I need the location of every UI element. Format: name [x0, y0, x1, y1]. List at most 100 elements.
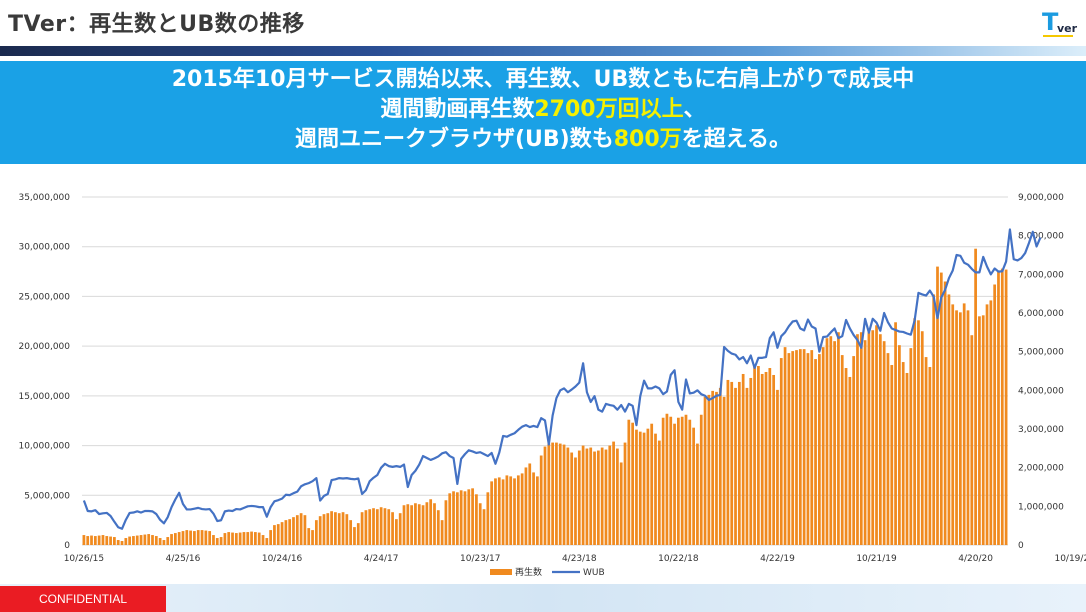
- bar: [189, 530, 192, 545]
- bar: [166, 537, 170, 545]
- bar: [147, 534, 151, 545]
- x-tick-label: 4/22/19: [760, 554, 795, 564]
- bar: [966, 310, 970, 545]
- x-tick-label: 4/24/17: [364, 554, 399, 564]
- banner-line-3-suffix: を超える。: [681, 127, 792, 152]
- bar: [536, 476, 539, 545]
- bar: [158, 538, 162, 545]
- bar: [375, 509, 379, 545]
- bar: [859, 332, 863, 545]
- y-right-tick-label: 6,000,000: [1018, 309, 1064, 319]
- bar: [901, 362, 905, 545]
- bar: [452, 491, 455, 545]
- bar: [551, 442, 554, 545]
- y-left-tick-label: 35,000,000: [18, 193, 70, 203]
- bar: [970, 335, 974, 545]
- bar: [688, 419, 692, 545]
- wub-line: [82, 228, 1042, 530]
- x-tick-label: 4/25/16: [166, 554, 201, 564]
- bar: [143, 534, 147, 545]
- bar: [646, 428, 650, 545]
- banner-line-3-text: 週間ユニークブラウザ(UB)数も: [294, 127, 614, 152]
- bar: [734, 387, 737, 545]
- x-tick-label: 10/21/19: [856, 554, 897, 564]
- bar: [898, 345, 901, 545]
- bar: [139, 535, 143, 545]
- bar: [1004, 269, 1008, 545]
- y-left-tick-label: 30,000,000: [18, 243, 70, 253]
- chart-gridlines: [82, 196, 1008, 546]
- bar: [105, 536, 109, 545]
- bar: [616, 448, 619, 545]
- bar: [726, 379, 730, 545]
- bar: [566, 447, 570, 545]
- x-tick-label: 10/19/20: [1054, 554, 1086, 564]
- bar: [116, 540, 120, 545]
- y-right-tick-label: 3,000,000: [1018, 425, 1064, 435]
- bar: [837, 332, 840, 545]
- bar: [265, 538, 269, 545]
- bar: [273, 525, 276, 545]
- legend-swatch-bar: [490, 569, 512, 575]
- bar: [193, 531, 196, 545]
- bar: [482, 509, 486, 545]
- bar: [295, 515, 299, 545]
- bar: [612, 441, 615, 545]
- bar: [878, 334, 882, 545]
- bar: [776, 389, 779, 545]
- bar: [524, 467, 528, 545]
- bar: [741, 373, 745, 545]
- y-left-tick-label: 20,000,000: [18, 342, 70, 352]
- bar: [749, 377, 753, 545]
- bar: [737, 381, 741, 545]
- bar: [505, 475, 509, 545]
- bar: [692, 427, 695, 545]
- x-tick-label: 4/23/18: [562, 554, 597, 564]
- bar: [654, 433, 657, 545]
- bar: [863, 340, 867, 545]
- logo-underline: [1043, 35, 1073, 37]
- bar: [593, 451, 596, 545]
- bar: [570, 452, 574, 545]
- bar: [429, 499, 433, 545]
- x-tick-label: 10/22/18: [658, 554, 699, 564]
- bar: [501, 479, 505, 545]
- bar: [433, 503, 436, 545]
- bar: [520, 473, 524, 545]
- bar: [684, 414, 688, 545]
- bar: [341, 512, 345, 545]
- bar: [455, 492, 459, 545]
- bar: [486, 492, 490, 545]
- bar: [528, 463, 532, 545]
- bar: [459, 490, 463, 545]
- logo-mark: T: [1042, 8, 1059, 36]
- bar: [760, 373, 764, 545]
- bar: [90, 535, 93, 545]
- bar: [795, 350, 798, 545]
- banner-line-1: 2015年10月サービス開始以来、再生数、UB数ともに右肩上がりで成長中: [171, 67, 915, 92]
- banner-line-3: 週間ユニークブラウザ(UB)数も800万を超える。: [0, 125, 1086, 155]
- bar: [657, 440, 661, 545]
- bar: [303, 515, 307, 545]
- bar: [478, 503, 482, 545]
- bar: [101, 535, 105, 545]
- bar: [448, 493, 452, 545]
- bar: [406, 504, 410, 545]
- bar: [261, 535, 265, 545]
- bar: [890, 365, 894, 545]
- bar: [345, 514, 349, 545]
- y-right-tick-label: 2,000,000: [1018, 464, 1064, 474]
- bar: [444, 500, 448, 545]
- bar: [543, 446, 547, 545]
- bar: [856, 334, 859, 545]
- page-title: TVer：再生数とUB数の推移: [8, 12, 305, 37]
- banner-line-2-text: 週間動画再生数: [380, 97, 535, 122]
- bar: [707, 394, 711, 545]
- y-right-tick-label: 8,000,000: [1018, 232, 1064, 242]
- bar: [802, 349, 806, 545]
- bar: [558, 443, 562, 545]
- bar: [322, 514, 326, 545]
- bar: [128, 536, 131, 545]
- bar: [93, 536, 97, 545]
- bar: [764, 371, 768, 545]
